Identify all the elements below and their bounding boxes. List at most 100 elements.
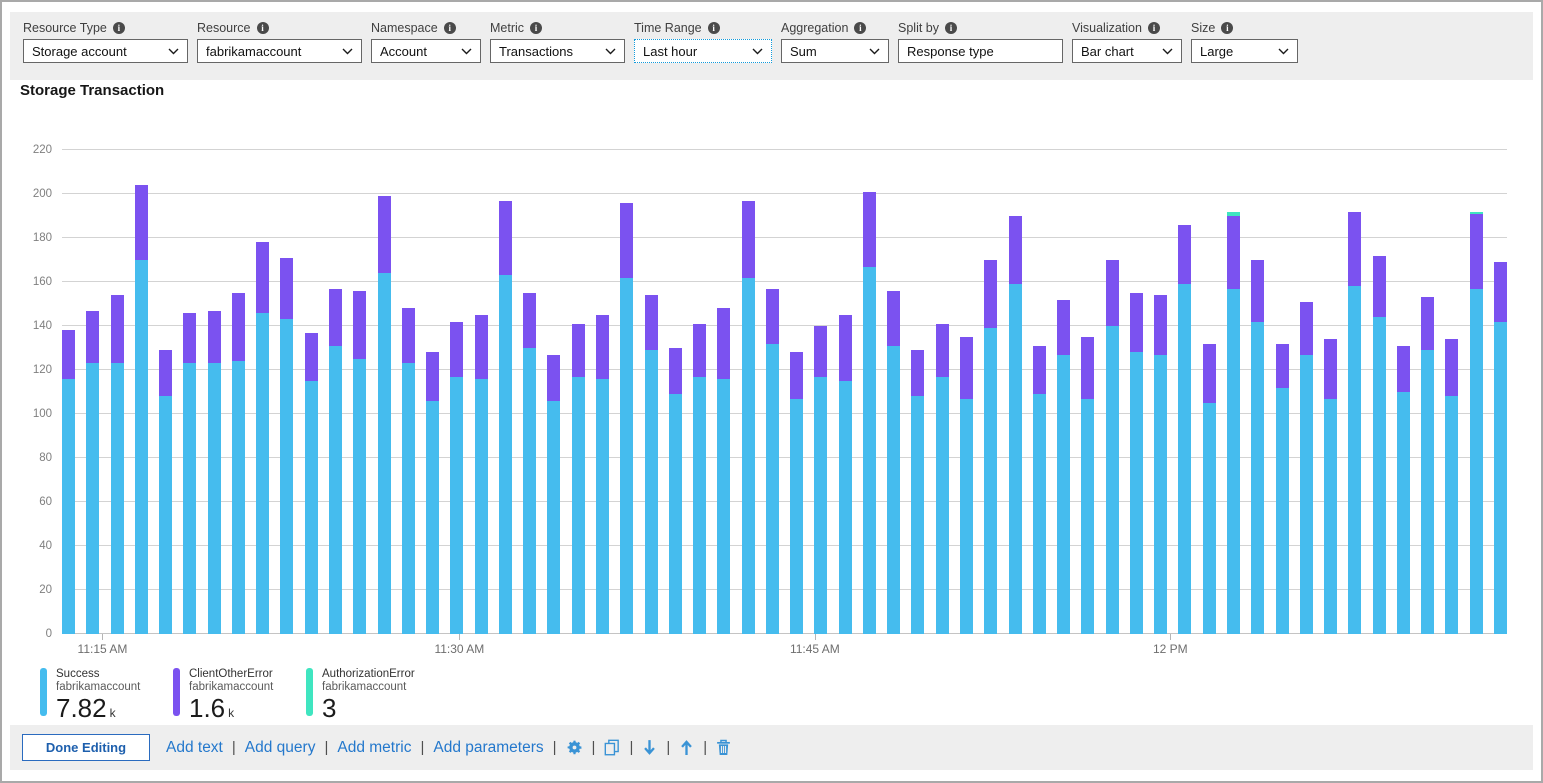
stacked-bar[interactable] [86,310,100,634]
stacked-bar[interactable] [231,293,245,634]
stacked-bar[interactable] [377,196,391,634]
copy-icon[interactable] [604,739,620,756]
stacked-bar[interactable] [644,295,658,634]
info-icon[interactable] [1221,22,1234,34]
stacked-bar[interactable] [1445,339,1459,634]
stacked-bar[interactable] [304,332,318,634]
stacked-bar[interactable] [1057,299,1071,634]
metric-select[interactable]: Transactions [490,39,625,63]
time-range-select[interactable]: Last hour [634,39,772,63]
info-icon[interactable] [443,22,456,34]
stacked-bar[interactable] [1372,255,1386,634]
stacked-bar[interactable] [1202,343,1216,634]
add-text-link[interactable]: Add text [166,738,223,756]
stacked-bar[interactable] [717,308,731,634]
gridline [62,413,1507,414]
stacked-bar[interactable] [1348,211,1362,634]
add-query-link[interactable]: Add query [244,738,316,756]
stacked-bar[interactable] [935,323,949,634]
stacked-bar[interactable] [110,295,124,634]
info-icon[interactable] [530,22,543,34]
stacked-bar[interactable] [62,330,75,634]
stacked-bar[interactable] [668,348,682,634]
stacked-bar[interactable] [1129,293,1143,634]
stacked-bar[interactable] [498,200,512,634]
stacked-bar[interactable] [280,257,294,634]
stacked-bar[interactable] [183,312,197,634]
info-icon[interactable] [112,22,125,34]
stacked-bar[interactable] [207,310,221,634]
stacked-bar[interactable] [426,352,440,634]
stacked-bar[interactable] [401,308,415,634]
split-by-select[interactable]: Response type [898,39,1063,63]
legend-item-clientothererror[interactable]: ClientOtherError fabrikamaccount 1.6 k [173,668,303,726]
stacked-bar[interactable] [595,315,609,634]
stacked-bar[interactable] [1494,262,1507,634]
info-icon[interactable] [256,22,269,34]
stacked-bar[interactable] [838,315,852,634]
stacked-bar[interactable] [1324,339,1338,634]
move-up-icon[interactable] [679,739,694,756]
stacked-bar[interactable] [1105,260,1119,634]
stacked-bar[interactable] [984,260,998,634]
visualization-select[interactable]: Bar chart [1072,39,1182,63]
stacked-bar[interactable] [1178,224,1192,634]
stacked-bar[interactable] [1275,343,1289,634]
add-metric-link[interactable]: Add metric [337,738,412,756]
legend-item-success[interactable]: Success fabrikamaccount 7.82 k [40,668,170,726]
bar-segment-clientothererror [717,308,731,379]
bar-segment-success [1421,350,1435,634]
bar-segment-clientothererror [644,295,658,351]
stacked-bar[interactable] [765,288,779,634]
stacked-bar[interactable] [1032,345,1046,634]
separator [629,739,633,756]
info-icon[interactable] [707,22,720,34]
aggregation-select[interactable]: Sum [781,39,889,63]
stacked-bar[interactable] [474,315,488,634]
add-parameters-link[interactable]: Add parameters [433,738,544,756]
stacked-bar[interactable] [134,185,148,634]
stacked-bar[interactable] [1227,211,1241,634]
stacked-bar[interactable] [450,321,464,634]
delete-icon[interactable] [716,739,731,756]
stacked-bar[interactable] [911,350,925,634]
info-icon[interactable] [854,22,867,34]
stacked-bar[interactable] [328,288,342,634]
stacked-bar[interactable] [1299,301,1313,634]
stacked-bar[interactable] [159,350,173,634]
gridline [62,237,1507,238]
stacked-bar[interactable] [862,191,876,634]
stacked-bar[interactable] [693,323,707,634]
stacked-bar[interactable] [571,323,585,634]
resource-select[interactable]: fabrikamaccount [197,39,362,63]
legend-item-authorizationerror[interactable]: AuthorizationError fabrikamaccount 3 [306,668,436,726]
size-select[interactable]: Large [1191,39,1298,63]
y-axis-tick-label: 200 [32,188,52,200]
stacked-bar[interactable] [353,290,367,634]
info-icon[interactable] [1147,22,1160,34]
stacked-bar[interactable] [814,326,828,634]
namespace-select[interactable]: Account [371,39,481,63]
bar-segment-clientothererror [960,337,974,399]
stacked-bar[interactable] [256,242,270,634]
stacked-bar[interactable] [741,200,755,634]
stacked-bar[interactable] [620,202,634,634]
stacked-bar[interactable] [1396,345,1410,634]
stacked-bar[interactable] [1421,297,1435,634]
info-icon[interactable] [945,22,957,34]
done-editing-button[interactable]: Done Editing [22,734,150,761]
stacked-bar[interactable] [1469,211,1483,634]
move-down-icon[interactable] [642,739,657,756]
settings-icon[interactable] [566,739,583,756]
stacked-bar[interactable] [1154,295,1168,634]
resource-type-select[interactable]: Storage account [23,39,188,63]
stacked-bar[interactable] [523,293,537,634]
legend-total: 7.82 k [56,695,140,726]
stacked-bar[interactable] [1081,337,1095,634]
stacked-bar[interactable] [547,354,561,634]
stacked-bar[interactable] [960,337,974,634]
stacked-bar[interactable] [1251,260,1265,634]
stacked-bar[interactable] [887,290,901,634]
stacked-bar[interactable] [790,352,804,634]
stacked-bar[interactable] [1008,216,1022,634]
